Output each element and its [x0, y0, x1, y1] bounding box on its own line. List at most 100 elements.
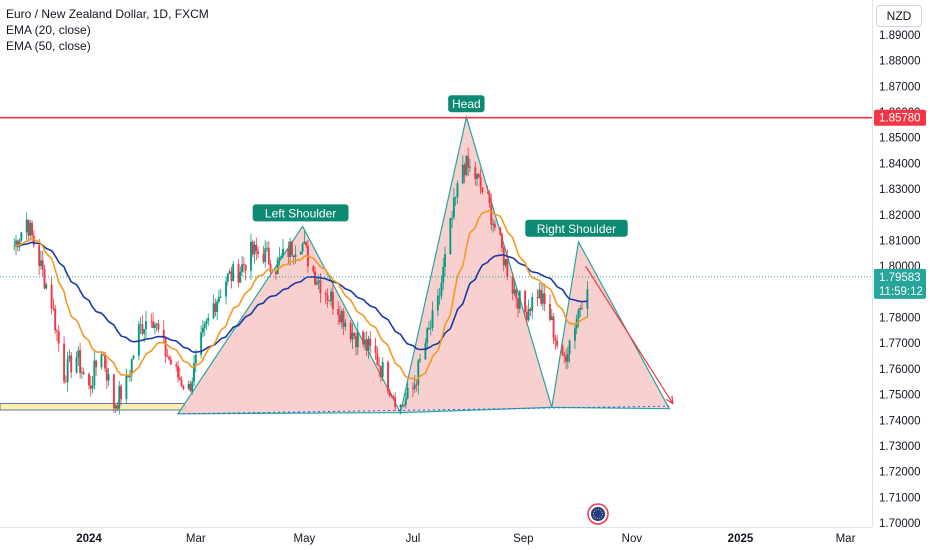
candle-body	[581, 307, 584, 309]
time-tick-label: Sep	[513, 533, 533, 545]
candle-body	[191, 381, 194, 392]
candle-body	[314, 271, 317, 285]
candle-body	[253, 244, 256, 255]
ema50-line	[14, 241, 588, 354]
candle-body	[417, 360, 420, 386]
candle-body	[266, 247, 268, 249]
candle-body	[15, 240, 17, 246]
candle-body	[403, 405, 406, 407]
candle-body	[182, 386, 185, 389]
candle-body	[317, 280, 320, 283]
candle-body	[328, 300, 331, 302]
price-tick-label: 1.74000	[879, 415, 921, 427]
candle-body	[374, 345, 377, 353]
candle-body	[175, 364, 178, 367]
symbol-title[interactable]: Euro / New Zealand Dollar, 1D, FXCM	[6, 7, 209, 21]
candle-body	[194, 354, 197, 364]
candle-body	[162, 329, 165, 338]
candle-body	[82, 372, 85, 374]
candle-body	[554, 338, 557, 341]
candle-body	[492, 223, 495, 225]
candle-body	[349, 322, 352, 340]
candle-body	[378, 365, 381, 367]
candle-body	[225, 281, 228, 297]
candle-body	[506, 259, 509, 277]
candle-body	[77, 350, 80, 358]
candle-body	[301, 244, 304, 252]
ema50-legend[interactable]: EMA (50, close)	[6, 39, 91, 53]
candle-body	[57, 331, 60, 344]
head-label-text: Head	[452, 97, 481, 111]
candle-body	[201, 327, 204, 333]
time-tick-label: Mar	[836, 533, 856, 545]
candle-body	[70, 355, 73, 373]
candle-body	[102, 354, 105, 356]
resistance-price-tag: 1.85780	[874, 109, 926, 126]
candles-group	[13, 147, 589, 415]
candle-body	[214, 303, 217, 313]
candle-body	[424, 343, 427, 360]
price-tick-label: 1.70000	[879, 518, 921, 530]
resistance-price-text: 1.85780	[879, 113, 921, 125]
candle-body	[41, 260, 44, 270]
candle-body	[392, 396, 395, 398]
currency-selector[interactable]: NZD	[876, 5, 922, 27]
candle-body	[178, 377, 181, 380]
candle-body	[504, 259, 507, 266]
candle-body	[104, 355, 106, 369]
price-tick-label: 1.71000	[879, 492, 921, 504]
candle-body	[488, 193, 491, 204]
economic-event-icon[interactable]	[587, 503, 609, 525]
candle-body	[168, 357, 171, 360]
last-price-text: 1.79583	[879, 272, 921, 284]
candle-body	[324, 293, 327, 296]
candle-body	[292, 255, 295, 258]
candle-body	[563, 354, 566, 357]
candle-body	[565, 356, 567, 362]
candle-body	[586, 289, 589, 309]
ema20-legend[interactable]: EMA (20, close)	[6, 23, 91, 37]
candle-body	[404, 398, 407, 406]
candle-body	[68, 355, 71, 359]
candle-body	[18, 240, 21, 248]
candle-body	[465, 156, 468, 176]
candle-body	[344, 322, 347, 327]
candle-body	[250, 241, 252, 271]
candle-body	[29, 222, 32, 236]
price-tick-label: 1.83000	[879, 184, 921, 196]
resistance-price-tag-bg	[874, 109, 926, 126]
candle-body	[200, 332, 203, 355]
candle-body	[399, 405, 402, 408]
candle-body	[406, 387, 409, 399]
price-tick-label: 1.76000	[879, 364, 921, 376]
candle-body	[232, 264, 235, 282]
candle-body	[139, 324, 142, 326]
candle-body	[32, 235, 35, 246]
candle-body	[79, 350, 82, 373]
candle-body	[39, 260, 42, 267]
candle-body	[568, 340, 571, 354]
candle-body	[468, 167, 471, 169]
candle-body	[342, 310, 345, 327]
price-tick-label: 1.84000	[879, 158, 921, 170]
candle-body	[525, 312, 528, 321]
candle-body	[481, 187, 484, 193]
right-shoulder-triangle	[551, 239, 671, 410]
candle-body	[428, 328, 430, 329]
candle-body	[230, 271, 233, 282]
candle-body	[518, 290, 521, 309]
candle-body	[280, 255, 283, 258]
candle-body	[212, 303, 215, 318]
candle-body	[477, 174, 480, 178]
candle-body	[166, 356, 169, 358]
candle-body	[529, 309, 532, 311]
candle-body	[13, 245, 16, 247]
time-axis[interactable]: 2024 Mar May Jul Sep Nov 2025 Mar	[76, 533, 855, 545]
candle-body	[54, 308, 57, 331]
candle-body	[132, 355, 135, 359]
candle-body	[203, 323, 206, 328]
price-tick-label: 1.77000	[879, 338, 921, 350]
candle-body	[543, 293, 546, 305]
